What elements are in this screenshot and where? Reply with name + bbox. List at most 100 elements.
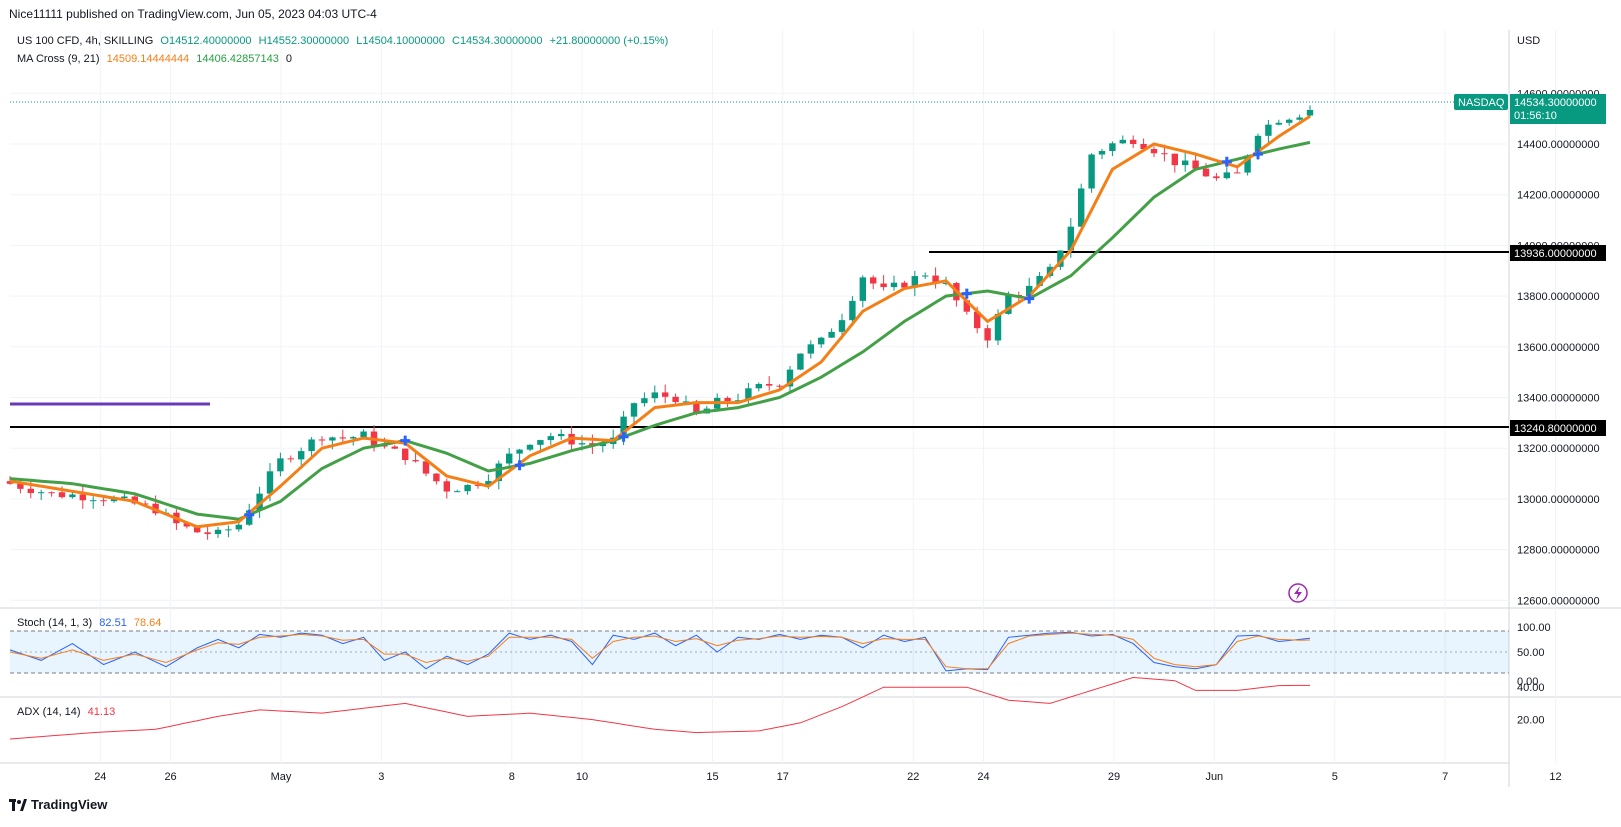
time-tick-label: 17 [777,771,789,783]
price-axis-ticks: 14600.0000000014400.0000000014200.000000… [1517,88,1600,607]
candle-body [422,461,430,474]
ma-cross-marker [514,460,525,471]
time-tick-label: May [271,771,292,783]
candle-body [474,484,482,486]
candle-body [786,369,794,387]
candle-body [433,473,440,482]
ma-cross-marker [1024,293,1035,304]
candle-body [391,446,398,449]
main-legend: US 100 CFD, 4h, SKILLING O14512.40000000… [17,35,672,47]
adx-line [9,676,1310,740]
candle-body [506,453,513,464]
candle-body [1265,124,1272,136]
ma-cross-marker [400,435,411,446]
level-high-tag-bg [1510,245,1606,261]
candle-body [994,313,1002,341]
candle-body [38,492,45,494]
candle-body [693,401,700,414]
tradingview-logo-icon [9,798,27,811]
candle-body [984,328,991,341]
candle-body [724,397,731,402]
stoch-d-line [9,632,1311,670]
candle-body [942,283,950,285]
candle-body [1026,285,1033,296]
candle-body [1119,139,1126,144]
candle-body [454,491,461,493]
tradingview-logo[interactable]: TradingView [9,797,107,812]
stoch-tick-label: 0.00 [1517,676,1538,688]
candle-body [183,523,190,527]
time-tick-label: 15 [706,771,718,783]
high-value: H14552.30000000 [258,35,350,47]
time-tick-label: 12 [1549,771,1561,783]
symbol-label[interactable]: US 100 CFD, 4h, SKILLING [17,35,154,47]
candle-body [547,436,554,441]
time-tick-label: 22 [907,771,919,783]
candle-body [79,494,86,501]
open-value: O14512.40000000 [160,35,252,47]
candle-body [48,492,55,494]
candle-body [277,458,284,472]
candle-body [641,398,648,404]
stoch-tick-label: 50.00 [1517,647,1545,659]
candle-body [838,320,846,332]
ma-fast-line [9,115,1311,529]
candle-body [797,353,804,370]
candle-body [318,439,326,441]
ma-label[interactable]: MA Cross (9, 21) [17,53,100,65]
candle-body [443,481,450,492]
candle-body [911,276,918,288]
candle-body [27,488,34,494]
candle-body [214,529,222,535]
candle-body [734,400,742,402]
candle-body [890,282,898,288]
candle-body [1109,143,1116,152]
stoch-label[interactable]: Stoch (14, 1, 3) [17,617,93,629]
candle-body [922,275,929,277]
candle-body [1286,119,1293,123]
candle-body [17,483,24,489]
candle-body [870,277,877,284]
candle-body [776,385,783,387]
candle-body [121,496,128,499]
price-tick-label: 14200.00000000 [1517,190,1600,202]
ma-cross-marker [961,288,972,299]
nasdaq-tag-bg [1454,94,1508,110]
candle-body [1130,139,1137,144]
candle-body [662,392,669,397]
price-tick-label: 14400.00000000 [1517,139,1600,151]
candle-body [339,437,346,439]
stoch-band [10,631,1509,673]
stoch-axis-ticks: 100.00 50.00 0.00 [1517,622,1551,688]
candle-body [901,282,908,288]
candle-body [745,388,752,401]
candle-body [287,458,294,460]
candle-body [755,384,762,389]
candle-body [1306,109,1314,116]
adx-value: 41.13 [87,706,116,718]
time-tick-label: 29 [1108,771,1120,783]
candle-body [495,463,502,482]
last-price-tag-bg [1510,94,1606,124]
candle-body [69,494,76,498]
candle-body [1057,250,1064,267]
candle-body [350,437,357,439]
time-tick-label: 7 [1442,771,1448,783]
candle-body [402,448,409,461]
candle-body [932,275,939,284]
change-value: +21.80000000 (+0.15%) [549,35,669,47]
candle-body [1275,122,1282,125]
publisher-header: Nice11111 published on TradingView.com, … [9,7,377,21]
time-tick-label: 10 [576,771,588,783]
candle-body [1150,149,1158,154]
candle-body [620,416,627,438]
candle-body [672,396,679,403]
stoch-k-value: 82.51 [99,617,127,629]
price-tick-label: 13200.00000000 [1517,443,1600,455]
tradingview-brand: TradingView [31,797,108,812]
lightning-icon[interactable] [1288,583,1308,603]
candle-body [1234,172,1241,174]
grid-lines [10,30,1557,763]
adx-label[interactable]: ADX (14, 14) [17,706,81,718]
